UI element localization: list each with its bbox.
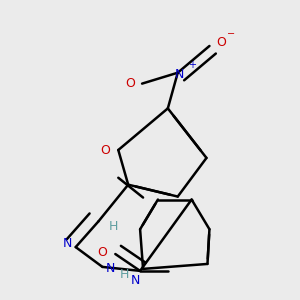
- Text: N: N: [130, 274, 140, 287]
- Text: N: N: [175, 68, 184, 81]
- Text: H: H: [109, 220, 118, 233]
- Text: H: H: [120, 268, 129, 281]
- Text: O: O: [100, 143, 110, 157]
- Text: N: N: [63, 237, 73, 250]
- Text: O: O: [125, 77, 135, 90]
- Text: O: O: [98, 245, 107, 259]
- Text: N: N: [106, 262, 115, 275]
- Text: +: +: [188, 60, 196, 70]
- Text: −: −: [227, 29, 235, 39]
- Text: O: O: [216, 35, 226, 49]
